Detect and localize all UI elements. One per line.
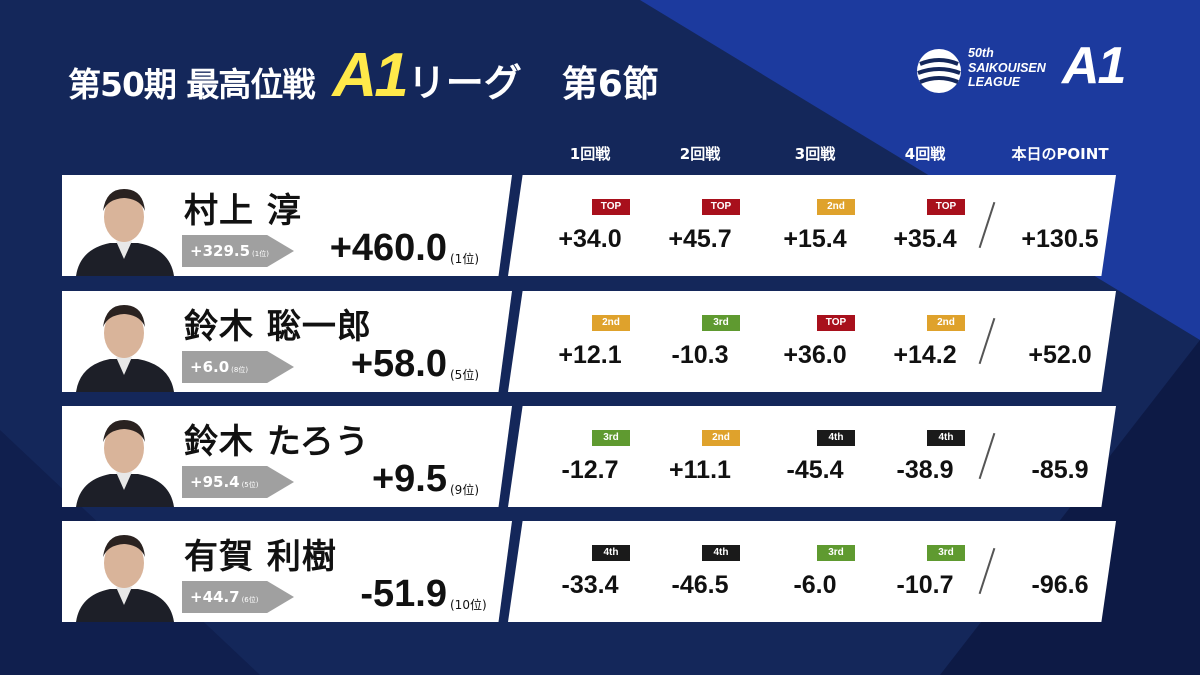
- player-row: 鈴木 聡一郎 +6.0 (8位) +58.0 (5位) 2nd +12.1 3rd -10…: [0, 291, 1200, 393]
- previous-score: +44.7 (6位): [190, 588, 259, 606]
- placement-badge: 4th: [702, 545, 740, 561]
- player-card: 鈴木 たろう +95.4 (5位) +9.5 (9位): [62, 406, 512, 507]
- logo-line1: 50th: [968, 46, 994, 60]
- game-score: -12.7: [561, 456, 619, 484]
- placement-badge: 4th: [592, 545, 630, 561]
- game-score: -45.4: [786, 456, 844, 484]
- game-score: +14.2: [893, 341, 957, 369]
- day-point: +130.5: [1021, 225, 1099, 253]
- player-name: 村上 淳: [184, 191, 302, 231]
- player-card: 有賀 利樹 +44.7 (6位) -51.9 (10位): [62, 521, 512, 622]
- previous-score-arrow: [182, 351, 294, 383]
- logo-line3: LEAGUE: [968, 75, 1021, 89]
- column-header-1: 1回戦: [569, 145, 611, 163]
- previous-score: +6.0 (8位): [190, 358, 248, 376]
- placement-badge: 4th: [927, 430, 965, 446]
- title-part2: リーグ: [407, 61, 522, 105]
- placement-badge: 2nd: [927, 315, 965, 331]
- game-results-card: [508, 406, 1116, 507]
- placement-badge: TOP: [927, 199, 965, 215]
- player-row: 村上 淳 +329.5 (1位) +460.0 (1位) TOP +34.0 TOP +4…: [0, 175, 1200, 277]
- game-score: -10.3: [671, 341, 729, 369]
- previous-score-value: +6.0: [190, 358, 230, 376]
- title-a1: A1: [332, 41, 408, 110]
- game-score: -46.5: [671, 571, 729, 599]
- game-score: -10.7: [896, 571, 954, 599]
- league-logo: 50th SAIKOUISEN LEAGUE A1: [916, 37, 1136, 98]
- previous-rank: (6位): [241, 596, 259, 604]
- total-rank: (5位): [450, 368, 479, 382]
- previous-score-arrow: [182, 235, 294, 267]
- game-score: +45.7: [668, 225, 732, 253]
- title-section: 第6節: [561, 64, 659, 105]
- total-rank: (10位): [450, 598, 487, 612]
- game-score: +12.1: [558, 341, 622, 369]
- logo-line2: SAIKOUISEN: [968, 60, 1046, 75]
- placement-badge: 2nd: [817, 199, 855, 215]
- game-score: +15.4: [783, 225, 847, 253]
- total-score: +9.5: [371, 458, 447, 500]
- previous-score-arrow: [182, 581, 294, 613]
- player-name: 鈴木 聡一郎: [184, 307, 372, 347]
- game-score: -33.4: [561, 571, 619, 599]
- game-score: +11.1: [669, 456, 731, 484]
- total-rank: (9位): [450, 483, 479, 497]
- game-results-card: [508, 521, 1116, 622]
- game-score: +34.0: [558, 225, 622, 253]
- total-rank: (1位): [450, 252, 479, 266]
- player-card: 村上 淳 +329.5 (1位) +460.0 (1位): [62, 175, 512, 276]
- previous-score-value: +329.5: [190, 242, 251, 260]
- previous-score: +95.4 (5位): [190, 473, 259, 491]
- league-emblem-icon: [917, 49, 961, 93]
- game-results-card: [508, 175, 1116, 276]
- previous-rank: (8位): [231, 366, 249, 374]
- placement-badge: 3rd: [927, 545, 965, 561]
- title-part1: 第50期 最高位戦: [68, 65, 315, 104]
- column-header-4: 4回戦: [904, 145, 946, 163]
- previous-score-value: +44.7: [190, 588, 240, 606]
- page-title: 第50期 最高位戦 A1 リーグ 第6節: [68, 40, 659, 110]
- previous-rank: (5位): [241, 481, 259, 489]
- day-point: +52.0: [1028, 341, 1092, 369]
- placement-badge: 3rd: [817, 545, 855, 561]
- total-score: -51.9: [360, 573, 447, 615]
- column-header-3: 3回戦: [794, 145, 836, 163]
- placement-badge: 3rd: [592, 430, 630, 446]
- player-photo: [76, 535, 174, 622]
- placement-badge: TOP: [592, 199, 630, 215]
- placement-badge: 4th: [817, 430, 855, 446]
- placement-badge: TOP: [817, 315, 855, 331]
- column-header-2: 2回戦: [679, 145, 721, 163]
- total-score: +460.0: [329, 227, 447, 269]
- placement-badge: 3rd: [702, 315, 740, 331]
- day-point: -96.6: [1031, 571, 1089, 599]
- player-photo: [76, 305, 174, 392]
- placement-badge: 2nd: [702, 430, 740, 446]
- day-point: -85.9: [1031, 456, 1089, 484]
- total-score: +58.0: [350, 343, 447, 385]
- previous-score-arrow: [182, 466, 294, 498]
- game-results-card: [508, 291, 1116, 392]
- placement-badge: TOP: [702, 199, 740, 215]
- column-header-5: 本日のPOINT: [1011, 145, 1109, 163]
- previous-score: +329.5 (1位): [190, 242, 269, 260]
- game-score: -38.9: [896, 456, 954, 484]
- placement-badge: 2nd: [592, 315, 630, 331]
- player-name: 鈴木 たろう: [184, 422, 370, 462]
- player-name: 有賀 利樹: [184, 537, 337, 577]
- logo-a1: A1: [1062, 37, 1127, 95]
- player-photo: [76, 420, 174, 507]
- player-row: 有賀 利樹 +44.7 (6位) -51.9 (10位) 4th -33.4 4th -4…: [0, 521, 1200, 623]
- previous-score-value: +95.4: [190, 473, 240, 491]
- player-row: 鈴木 たろう +95.4 (5位) +9.5 (9位) 3rd -12.7 2nd +11…: [0, 406, 1200, 508]
- game-score: -6.0: [793, 571, 837, 599]
- game-score: +35.4: [893, 225, 957, 253]
- player-photo: [76, 189, 174, 276]
- previous-rank: (1位): [252, 250, 269, 258]
- game-score: +36.0: [783, 341, 847, 369]
- player-card: 鈴木 聡一郎 +6.0 (8位) +58.0 (5位): [62, 291, 512, 392]
- logo-text: 50th SAIKOUISEN LEAGUE: [968, 46, 1046, 90]
